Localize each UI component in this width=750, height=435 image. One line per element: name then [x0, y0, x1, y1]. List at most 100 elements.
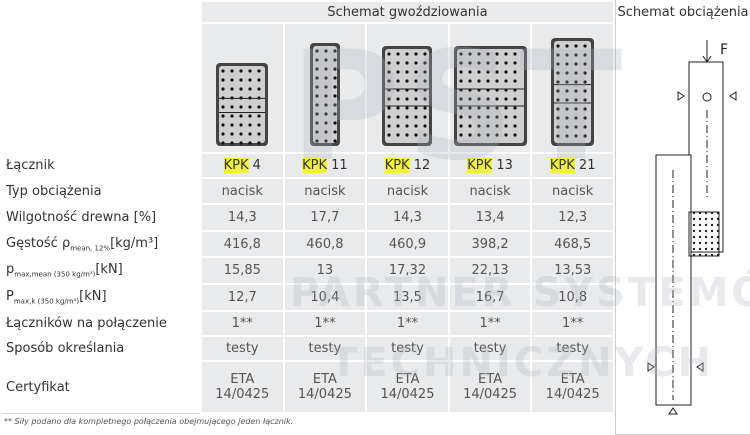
value-cell: testy [282, 335, 368, 362]
value-line: ETA [560, 372, 585, 387]
label-text: Łączników na połączenie [6, 316, 167, 331]
empty-cell [0, 22, 202, 154]
value: 1** [396, 316, 419, 331]
value: 1** [562, 316, 584, 331]
value: 416,8 [223, 236, 261, 252]
value: 14,3 [227, 210, 257, 225]
value: 14,3 [393, 210, 422, 225]
value: nacisk [221, 183, 263, 199]
value-line: 14/0425 [545, 387, 600, 402]
plate-cell [365, 22, 450, 154]
label-text: Wilgotność drewna [%] [6, 210, 157, 225]
value: 398,2 [471, 236, 509, 252]
label-text: P [6, 289, 14, 305]
label-sub: max,k (350 kg/m³) [13, 297, 80, 306]
empty-cell [0, 0, 202, 23]
value-cell: 12,7 [200, 283, 285, 312]
label-unit: [kg/m³] [110, 235, 159, 251]
plate-cell [282, 22, 368, 154]
row-label: Łączników na połączenie [0, 310, 202, 337]
connector-cell: KPK 4 [200, 152, 285, 179]
label-text: p [6, 262, 15, 278]
value-cell: 17,32 [365, 256, 450, 285]
value-cell: testy [530, 335, 615, 362]
data-row: Sposób określania testy testy testy testy tes… [0, 335, 615, 362]
data-row: Łączników na połączenie 1** 1** 1** 1** 1** [0, 310, 615, 337]
plate-drawing [382, 46, 433, 146]
value-cell: 416,8 [200, 230, 285, 258]
value: 1** [479, 316, 501, 331]
row-label: Certyfikat [0, 360, 202, 414]
value-cell: ETA 14/0425 [282, 360, 368, 414]
value-cell: nacisk [447, 177, 533, 205]
connector-prefix: KPK [467, 158, 493, 173]
value-line: ETA [230, 372, 255, 387]
value-cell: 17,7 [282, 203, 368, 232]
value-cell: 15,85 [200, 256, 285, 285]
row-label: Gęstość ρmean, 12%[kg/m³] [0, 230, 202, 258]
value: nacisk [386, 183, 429, 199]
value-cell: 1** [365, 310, 450, 337]
data-row: Pmax,k (350 kg/m³)[kN] 12,7 10,4 13,5 16,7 10… [0, 283, 615, 312]
value-cell: 14,3 [365, 203, 450, 232]
value: testy [225, 341, 259, 356]
connector-cell: KPK 12 [365, 152, 450, 179]
connector-prefix: KPK [223, 158, 249, 173]
value-line: 14/0425 [297, 387, 352, 402]
value-cell: nacisk [200, 177, 285, 205]
value-cell: 468,5 [530, 230, 615, 258]
value-cell: 14,3 [200, 203, 285, 232]
nailing-title: Schemat gwoździowania [200, 0, 615, 24]
value: 13,4 [475, 210, 505, 225]
label-unit: [kN] [95, 262, 123, 278]
value: nacisk [304, 183, 346, 199]
value-line: ETA [395, 372, 420, 387]
value: 13,53 [554, 263, 592, 278]
value-cell: ETA 14/0425 [447, 360, 533, 414]
value-line: 14/0425 [215, 387, 270, 402]
connector-cell: KPK 11 [282, 152, 368, 179]
value-cell: 16,7 [447, 283, 533, 312]
row-label: Sposób określania [0, 335, 202, 362]
value: 10,4 [310, 290, 340, 305]
value: 460,8 [306, 236, 344, 252]
label-text: Typ obciążenia [6, 183, 102, 199]
connector-prefix: KPK [549, 158, 575, 173]
row-label: Wilgotność drewna [%] [0, 203, 202, 232]
plate-cell [200, 22, 285, 154]
value: 17,32 [388, 263, 427, 278]
value: testy [391, 341, 424, 356]
value-cell: 10,4 [282, 283, 368, 312]
value-cell: 1** [530, 310, 615, 337]
value: 22,13 [471, 263, 509, 278]
plate-drawing [453, 46, 527, 146]
value-cell: nacisk [530, 177, 615, 205]
connector-row: Łącznik KPK 4 KPK 11 KPK 12 KPK 13 KPK 21 [0, 152, 615, 179]
value: nacisk [552, 183, 594, 199]
data-row: Gęstość ρmean, 12%[kg/m³] 416,8 460,8 460,9… [0, 230, 615, 258]
value: 468,5 [554, 236, 592, 252]
value-cell: 10,8 [530, 283, 615, 312]
value: 12,7 [227, 290, 257, 305]
connector-number: 4 [252, 158, 261, 173]
value: testy [556, 341, 590, 356]
value: 17,7 [310, 210, 340, 225]
value-cell: nacisk [365, 177, 450, 205]
value-cell: 13,53 [530, 256, 615, 285]
connector-number: 13 [496, 158, 513, 173]
value-cell: 1** [200, 310, 285, 337]
plate-cell [530, 22, 615, 154]
data-row: Wilgotność drewna [%] 14,3 17,7 14,3 13,4 12,… [0, 203, 615, 232]
footnote: ** Siły podano dla kompletnego połączeni… [4, 417, 294, 426]
value: testy [473, 341, 507, 356]
value: nacisk [469, 183, 511, 199]
value-cell: ETA 14/0425 [365, 360, 450, 414]
value: 10,8 [558, 290, 588, 305]
data-row: Certyfikat ETA 14/0425 ETA 14/0425 ETA 14/0425… [0, 360, 615, 414]
connector-cell: KPK 21 [530, 152, 615, 179]
force-label: F [720, 42, 728, 58]
value-cell: testy [447, 335, 533, 362]
row-label: Pmax,k (350 kg/m³)[kN] [0, 283, 202, 312]
value: 460,9 [388, 236, 427, 252]
connector-prefix: KPK [384, 158, 410, 173]
